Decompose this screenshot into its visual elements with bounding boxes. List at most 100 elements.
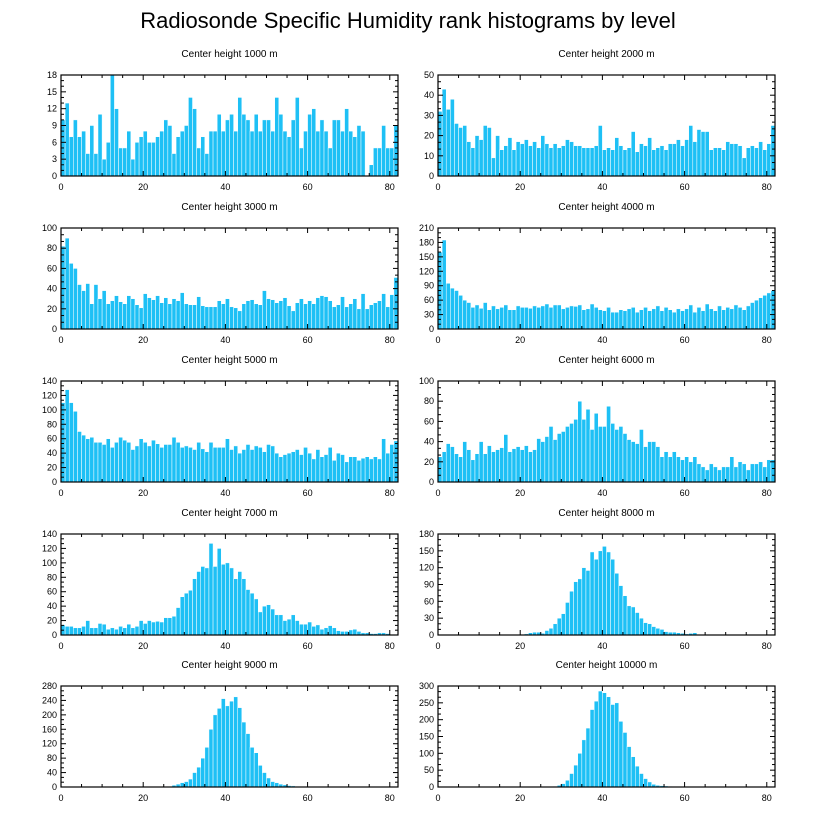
x-tick-label: 40: [220, 641, 230, 651]
histogram-panel: Center height 10000 m 0 20 40 60 80 0 50 100 150 2…: [419, 660, 776, 803]
histogram-bar: [118, 147, 123, 177]
histogram-bar: [667, 309, 673, 330]
histogram-bar: [450, 446, 455, 483]
histogram-bar: [93, 153, 99, 177]
panel-title: Center height 8000 m: [558, 508, 654, 519]
histogram-bar: [663, 451, 669, 483]
histogram-bar: [622, 433, 628, 483]
histogram-bar: [618, 721, 624, 788]
x-tick-label: 20: [515, 793, 525, 803]
histogram-bar: [458, 127, 463, 177]
histogram-bar: [151, 142, 156, 177]
histogram-bar: [381, 293, 386, 330]
histogram-bar: [573, 764, 578, 788]
histogram-bar: [278, 456, 284, 483]
histogram-bar: [262, 772, 267, 788]
histogram-bar: [336, 452, 341, 483]
histogram-bar: [147, 297, 152, 330]
histogram-bar: [249, 130, 255, 177]
histogram-bar: [717, 305, 722, 330]
histogram-bar: [319, 628, 325, 636]
histogram-bar: [569, 305, 574, 330]
histogram-bar: [266, 777, 271, 788]
histogram-bar: [299, 454, 304, 483]
x-tick-label: 0: [58, 182, 63, 192]
histogram-bar: [474, 135, 480, 177]
histogram-bar: [499, 447, 505, 483]
histogram-bar: [466, 449, 472, 483]
histogram-bar: [717, 469, 722, 483]
histogram-bar: [478, 139, 484, 177]
panel-title: Center height 7000 m: [181, 508, 277, 519]
x-tick-label: 0: [58, 641, 63, 651]
histogram-bar: [204, 451, 210, 483]
histogram-bar: [655, 628, 661, 636]
histogram-bar: [151, 439, 156, 483]
histogram-bar: [733, 143, 739, 177]
histogram-bar: [89, 627, 95, 636]
histogram-bar: [97, 298, 103, 330]
histogram-bar: [729, 308, 735, 330]
histogram-bar: [717, 147, 722, 177]
y-tick-label: 60: [47, 434, 57, 444]
x-tick-label: 80: [385, 641, 395, 651]
histogram-bar: [175, 442, 181, 483]
histogram-bar: [216, 114, 222, 177]
histogram-bar: [142, 623, 148, 636]
histogram-panel: Center height 8000 m 0 20 40 60 80 0 30 60 90 120 1…: [419, 508, 776, 651]
histogram-bar: [241, 449, 247, 483]
histogram-bar: [245, 444, 251, 483]
histogram-bar: [360, 293, 366, 330]
histogram-bar: [93, 442, 99, 483]
histogram-bar: [290, 451, 296, 483]
y-tick-label: 50: [424, 70, 434, 80]
histogram-bar: [704, 469, 710, 483]
histogram-bar: [245, 119, 251, 177]
histogram-bar: [196, 442, 201, 483]
histogram-bar: [233, 130, 238, 177]
histogram-bar: [737, 145, 743, 177]
histogram-bar: [97, 442, 103, 483]
histogram-bar: [319, 456, 325, 483]
histogram-bar: [581, 309, 587, 330]
histogram-bar: [544, 143, 550, 177]
histogram-bar: [77, 284, 82, 330]
histogram-bar: [221, 130, 226, 177]
histogram-bar: [692, 311, 698, 330]
histogram-bar: [696, 129, 702, 177]
x-tick-label: 0: [435, 488, 440, 498]
histogram-bar: [577, 400, 583, 483]
histogram-bar: [454, 123, 459, 177]
histogram-bar: [622, 732, 628, 788]
histogram-bar: [643, 446, 648, 483]
histogram-bar: [352, 298, 358, 330]
histogram-bar: [245, 589, 251, 636]
histogram-bar: [700, 310, 706, 330]
y-tick-label: 30: [424, 110, 434, 120]
histogram-bar: [770, 459, 776, 483]
histogram-bar: [175, 136, 181, 177]
histogram-bar: [721, 149, 726, 177]
histogram-bar: [503, 145, 509, 177]
histogram-bar: [282, 620, 288, 636]
histogram-bar: [667, 456, 673, 483]
histogram-bar: [327, 147, 333, 177]
histogram-bar: [704, 131, 710, 177]
histogram-bar: [216, 708, 222, 788]
histogram-bar: [253, 752, 259, 788]
histogram-bar: [614, 573, 620, 636]
histogram-bar: [77, 627, 82, 636]
histogram-bar: [573, 306, 578, 330]
histogram-bar: [548, 426, 554, 483]
histogram-bar: [511, 149, 517, 177]
x-tick-label: 40: [220, 335, 230, 345]
histogram-bar: [204, 567, 210, 636]
histogram-bar: [114, 108, 119, 177]
histogram-bar: [286, 305, 292, 330]
histogram-bar: [651, 626, 657, 636]
histogram-bar: [606, 696, 611, 788]
histogram-bar: [589, 429, 595, 483]
y-tick-label: 150: [419, 252, 434, 262]
histogram-bar: [336, 119, 341, 177]
histogram-bar: [450, 98, 455, 177]
